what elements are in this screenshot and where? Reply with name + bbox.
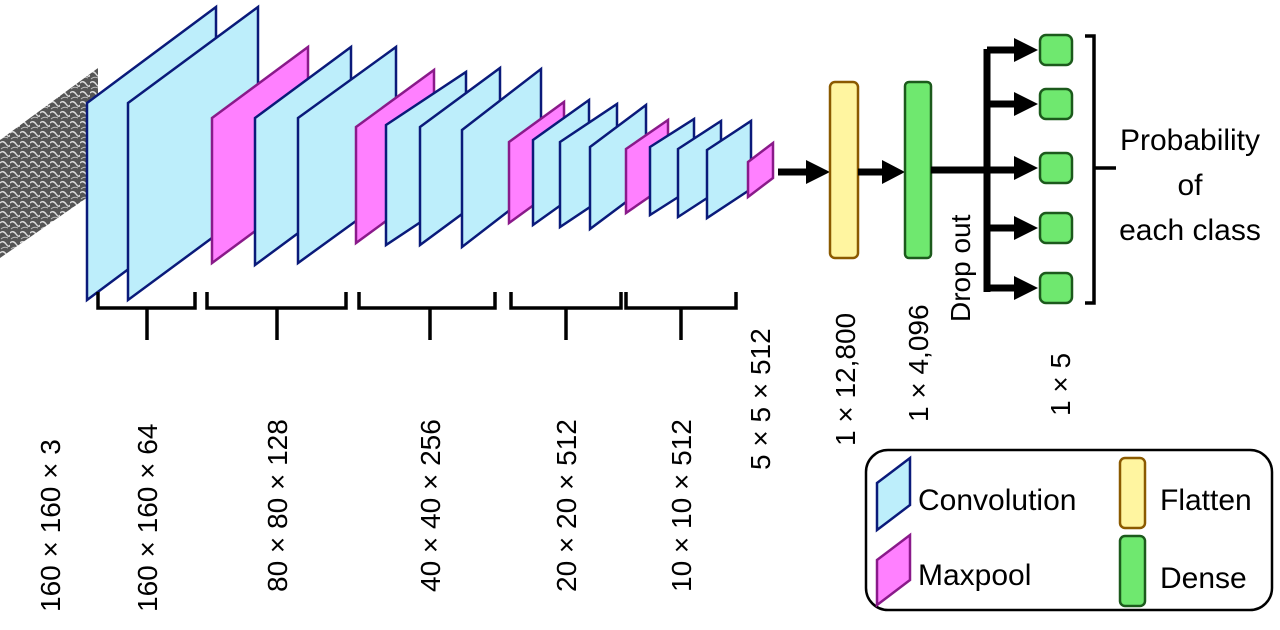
output-class-node <box>1038 211 1074 245</box>
legend: Convolution Maxpool Flatten Dense <box>864 448 1274 612</box>
output-class-node <box>1038 271 1074 305</box>
output-text-line2: of <box>1177 169 1203 202</box>
label-block5: 10 × 10 × 512 <box>666 419 697 592</box>
output-class-node <box>1038 33 1074 67</box>
output-text-line1: Probability <box>1120 124 1260 157</box>
output-class-node <box>1038 151 1074 185</box>
arrow-head-icon <box>1014 276 1038 300</box>
label-pool-out: 5 × 5 × 512 <box>745 328 776 470</box>
arrow-head-icon <box>1014 92 1038 116</box>
label-block2: 80 × 80 × 128 <box>262 419 293 592</box>
legend-maxpool-label: Maxpool <box>918 559 1031 592</box>
arrow-head-icon <box>806 160 830 184</box>
output-bracket <box>1085 34 1116 305</box>
legend-convolution-label: Convolution <box>918 484 1076 517</box>
feature-map-layers <box>85 4 775 303</box>
output-text-line3: each class <box>1119 214 1261 247</box>
brace-block2 <box>205 292 348 340</box>
input-image <box>0 68 98 258</box>
legend-dense-label: Dense <box>1160 562 1247 595</box>
legend-flatten-label: Flatten <box>1160 484 1252 517</box>
label-output: 1 × 5 <box>1045 353 1076 416</box>
flatten-layer <box>828 80 860 260</box>
label-block4: 20 × 20 × 512 <box>551 419 582 592</box>
arrow-head-icon <box>1014 156 1038 180</box>
dense-layer <box>903 80 933 260</box>
label-flatten: 1 × 12,800 <box>830 313 861 446</box>
output-class-node <box>1038 87 1074 121</box>
arrow-head-icon <box>882 160 905 184</box>
label-dense: 1 × 4,096 <box>903 304 934 422</box>
brace-block5 <box>624 292 738 340</box>
maxpool-layer <box>746 140 775 200</box>
label-dropout: Drop out <box>945 214 976 322</box>
label-block1: 160 × 160 × 64 <box>132 424 163 612</box>
brace-block3 <box>357 292 497 340</box>
label-input: 160 × 160 × 3 <box>35 439 66 612</box>
legend-maxpool-icon <box>875 532 912 608</box>
legend-flatten-icon <box>1118 456 1147 530</box>
arrow-head-icon <box>1014 216 1038 240</box>
output-branches <box>931 33 1074 305</box>
legend-dense-icon <box>1118 534 1147 608</box>
brace-block1 <box>96 292 197 340</box>
arrow-head-icon <box>1014 38 1038 62</box>
block-braces <box>96 292 738 340</box>
brace-block4 <box>509 292 623 340</box>
label-block3: 40 × 40 × 256 <box>415 419 446 592</box>
legend-convolution-icon <box>875 455 912 533</box>
